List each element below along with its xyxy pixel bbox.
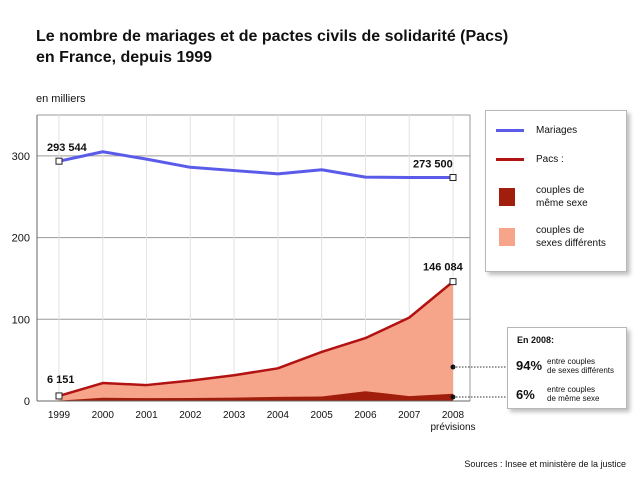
legend-pacs-line [496,158,524,161]
note-meme-sexe-text-2: de même sexe [547,394,600,403]
y-axis-unit-label: en milliers [36,93,86,105]
legend-mariages-label: Mariages [536,125,578,136]
note-box-2008: En 2008: 94% entre couples de sexes diff… [507,327,627,409]
legend-sexes-diff-swatch [499,228,515,246]
legend-sexes-diff-label: couples de sexes différents [536,224,606,250]
note-sexes-diff-text-2: de sexes différents [547,366,615,375]
line-pacs [58,280,454,398]
legend-meme-sexe-label-1: couples de [536,185,585,196]
x-tick-label: 2000 [92,410,115,421]
legend-sexes-diff-label-1: couples de [536,225,585,236]
annotation-mariages-1999: 293 544 [47,142,88,154]
y-tick-label: 200 [12,233,30,245]
chart-title-line1: Le nombre de mariages et de pactes civil… [36,28,509,45]
x-tick-label: 2006 [354,410,377,421]
x-tick-label: 2007 [398,410,421,421]
y-tick-label: 100 [12,314,30,326]
x-tick-label: 2008 [442,410,465,421]
source-note: Sources : Insee et ministère de la justi… [464,459,626,469]
note-heading: En 2008: [517,335,555,345]
x-tick-label: 2001 [135,410,158,421]
y-tick-label: 0 [24,396,30,408]
legend-mariages-line [496,129,524,132]
annotation-pacs-2008: 146 084 [423,262,464,274]
x-tick-sublabel: prévisions [430,422,475,433]
annotation-mariages-2008: 273 500 [413,159,453,171]
x-tick-label: 1999 [48,410,71,421]
chart-title-line2: en France, depuis 1999 [36,49,213,66]
note-sexes-diff-text-1: entre couples [547,357,596,366]
chart-title: Le nombre de mariages et de pactes civil… [36,26,596,68]
plot-frame [37,114,471,401]
note-pct-meme-sexe: 6% [516,387,535,402]
legend-meme-sexe-label-2: même sexe [536,198,588,209]
y-tick-label: 300 [12,151,30,163]
area-pacs-sexes-differents [59,281,453,401]
legend: Mariages Pacs : couples de même sexe cou… [485,110,627,272]
legend-meme-sexe-swatch [499,188,515,206]
marker-pacs-1999 [55,392,63,400]
marker-pacs-2008 [449,278,457,286]
legend-pacs-label: Pacs : [536,154,564,165]
line-mariages [58,150,453,180]
x-tick-label: 2005 [311,410,334,421]
marker-mariages-1999 [55,157,63,165]
x-tick-label: 2002 [179,410,202,421]
legend-meme-sexe-label: couples de même sexe [536,184,588,210]
x-tick-label: 2003 [223,410,246,421]
marker-mariages-2008 [449,174,457,182]
note-sexes-diff-text: entre couples de sexes différents [547,357,614,375]
x-tick-label: 2004 [267,410,290,421]
annotation-pacs-1999: 6 151 [47,374,75,386]
note-meme-sexe-text-1: entre couples [547,385,596,394]
note-pct-sexes-diff: 94% [516,358,543,373]
legend-sexes-diff-label-2: sexes différents [536,238,606,249]
area-pacs-meme-sexe [59,391,453,401]
note-meme-sexe-text: entre couples de même sexe [547,385,599,403]
